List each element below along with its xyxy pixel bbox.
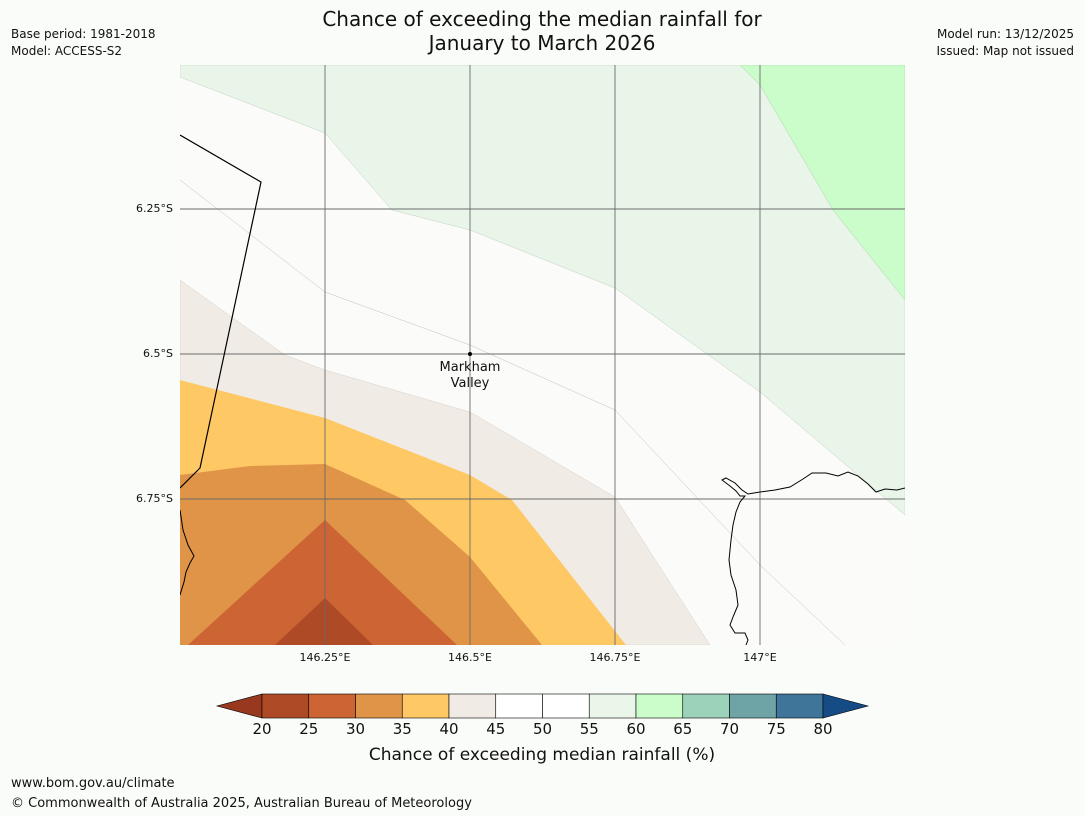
colorbar-tick-20: 20 xyxy=(252,720,272,738)
colorbar-tick-35: 35 xyxy=(392,720,412,738)
place-label-line2: Valley xyxy=(450,376,490,391)
lon-label-147: 147°E xyxy=(743,651,777,664)
colorbar-segment-30-35 xyxy=(355,693,403,719)
model-run: Model run: 13/12/2025 xyxy=(936,27,1074,41)
contour-25-30 xyxy=(188,520,457,645)
place-label: Markham Valley xyxy=(420,360,520,392)
map-title-line2: January to March 2026 xyxy=(428,31,656,55)
issued-status: Issued: Map not issued xyxy=(936,44,1074,58)
footer-copyright: © Commonwealth of Australia 2025, Austra… xyxy=(11,796,472,811)
colorbar-segment-35-40 xyxy=(401,693,450,719)
colorbar-segment-60-65 xyxy=(635,693,684,719)
colorbar-segment-25-30 xyxy=(308,693,356,719)
colorbar-tick-40: 40 xyxy=(439,720,459,738)
colorbar-tick-30: 30 xyxy=(345,720,366,738)
colorbar-segment-50-55 xyxy=(542,693,590,719)
lon-label-146-25: 146.25°E xyxy=(299,651,351,664)
base-period: Base period: 1981-2018 xyxy=(11,27,156,41)
markham-valley-marker xyxy=(468,352,472,356)
colorbar-segment-70-75 xyxy=(729,693,777,719)
gridlines xyxy=(180,65,905,645)
colorbar-segment-65-70 xyxy=(682,693,730,719)
colorbar-segment-75-80 xyxy=(775,693,824,719)
colorbar-tick-50: 50 xyxy=(532,720,553,738)
colorbar-tick-45: 45 xyxy=(486,720,506,738)
colorbar-tick-70: 70 xyxy=(719,720,740,738)
contour-55-60 xyxy=(180,65,905,516)
colorbar-segment-55-60 xyxy=(588,693,637,719)
colorbar-segment-40-45 xyxy=(448,693,497,719)
colorbar-tick-65: 65 xyxy=(673,720,693,738)
place-label-line1: Markham xyxy=(439,360,501,375)
border-line xyxy=(180,134,262,489)
map-title: Chance of exceeding the median rainfall … xyxy=(242,7,842,55)
colorbar-tick-80: 80 xyxy=(813,720,833,738)
colorbar-tick-55: 55 xyxy=(579,720,599,738)
model-name: Model: ACCESS-S2 xyxy=(11,44,123,58)
colorbar-tick-60: 60 xyxy=(626,720,646,738)
coastline-west xyxy=(180,509,195,596)
contour-20-25 xyxy=(275,598,373,645)
contour-60-65 xyxy=(739,65,905,301)
lat-label-6-5: 6.5°S xyxy=(143,347,173,360)
colorbar-tick-25: 25 xyxy=(299,720,319,738)
lon-label-146-5: 146.5°E xyxy=(448,651,492,664)
colorbar-tick-75: 75 xyxy=(766,720,786,738)
colorbar-segment-20-25 xyxy=(261,693,310,719)
map-title-line1: Chance of exceeding the median rainfall … xyxy=(322,7,762,31)
lon-label-146-75: 146.75°E xyxy=(589,651,641,664)
colorbar-under-arrow xyxy=(215,693,263,719)
footer-url: www.bom.gov.au/climate xyxy=(11,776,175,791)
colorbar-segment-45-50 xyxy=(495,693,543,719)
contour-line-50 xyxy=(180,179,846,645)
map-contours xyxy=(180,65,905,645)
colorbar-over-arrow xyxy=(822,693,870,719)
colorbar-label: Chance of exceeding median rainfall (%) xyxy=(368,745,716,765)
coastline-huon xyxy=(721,471,905,645)
lat-label-6-25: 6.25°S xyxy=(136,202,173,215)
lat-label-6-75: 6.75°S xyxy=(136,492,173,505)
